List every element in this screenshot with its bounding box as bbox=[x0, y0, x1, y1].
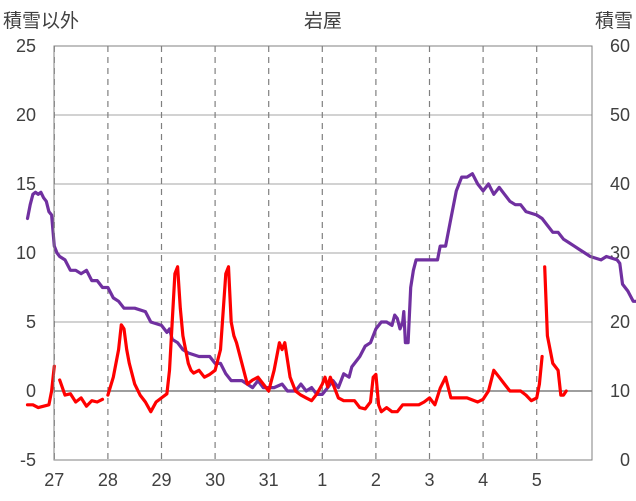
x-tick-label: 1 bbox=[317, 470, 327, 490]
right-tick-label: 40 bbox=[610, 174, 630, 194]
left-tick-label: 5 bbox=[26, 312, 36, 332]
snow-depth-line bbox=[25, 172, 636, 396]
other-data-line bbox=[25, 364, 56, 410]
x-tick-label: 5 bbox=[532, 470, 542, 490]
right-axis-label: 積雪 bbox=[595, 10, 633, 32]
left-axis-ticks: -5 0 5 10 15 20 25 bbox=[16, 36, 36, 470]
grid bbox=[53, 46, 592, 460]
left-axis-label: 積雪以外 bbox=[3, 10, 79, 32]
left-tick-label: -5 bbox=[20, 450, 36, 470]
series-group bbox=[25, 172, 636, 414]
x-axis-ticks: 27 28 29 30 31 1 2 3 4 5 bbox=[44, 470, 541, 490]
x-tick-label: 3 bbox=[424, 470, 434, 490]
left-tick-label: 10 bbox=[16, 243, 36, 263]
x-tick-label: 4 bbox=[478, 470, 488, 490]
x-tick-label: 27 bbox=[44, 470, 64, 490]
other-data-line bbox=[543, 265, 568, 397]
other-data-line bbox=[106, 265, 544, 414]
x-tick-label: 2 bbox=[371, 470, 381, 490]
left-tick-label: 20 bbox=[16, 105, 36, 125]
x-tick-label: 29 bbox=[151, 470, 171, 490]
x-tick-label: 28 bbox=[98, 470, 118, 490]
x-tick-label: 30 bbox=[205, 470, 225, 490]
chart-title: 岩屋 bbox=[304, 10, 342, 32]
other-data-line bbox=[58, 378, 105, 408]
right-tick-label: 60 bbox=[610, 36, 630, 56]
x-tick-label: 31 bbox=[259, 470, 279, 490]
left-tick-label: 0 bbox=[26, 381, 36, 401]
right-tick-label: 10 bbox=[610, 381, 630, 401]
right-tick-label: 20 bbox=[610, 312, 630, 332]
plot-frame bbox=[53, 45, 593, 461]
right-tick-label: 50 bbox=[610, 105, 630, 125]
right-tick-label: 0 bbox=[620, 450, 630, 470]
left-tick-label: 15 bbox=[16, 174, 36, 194]
left-tick-label: 25 bbox=[16, 36, 36, 56]
